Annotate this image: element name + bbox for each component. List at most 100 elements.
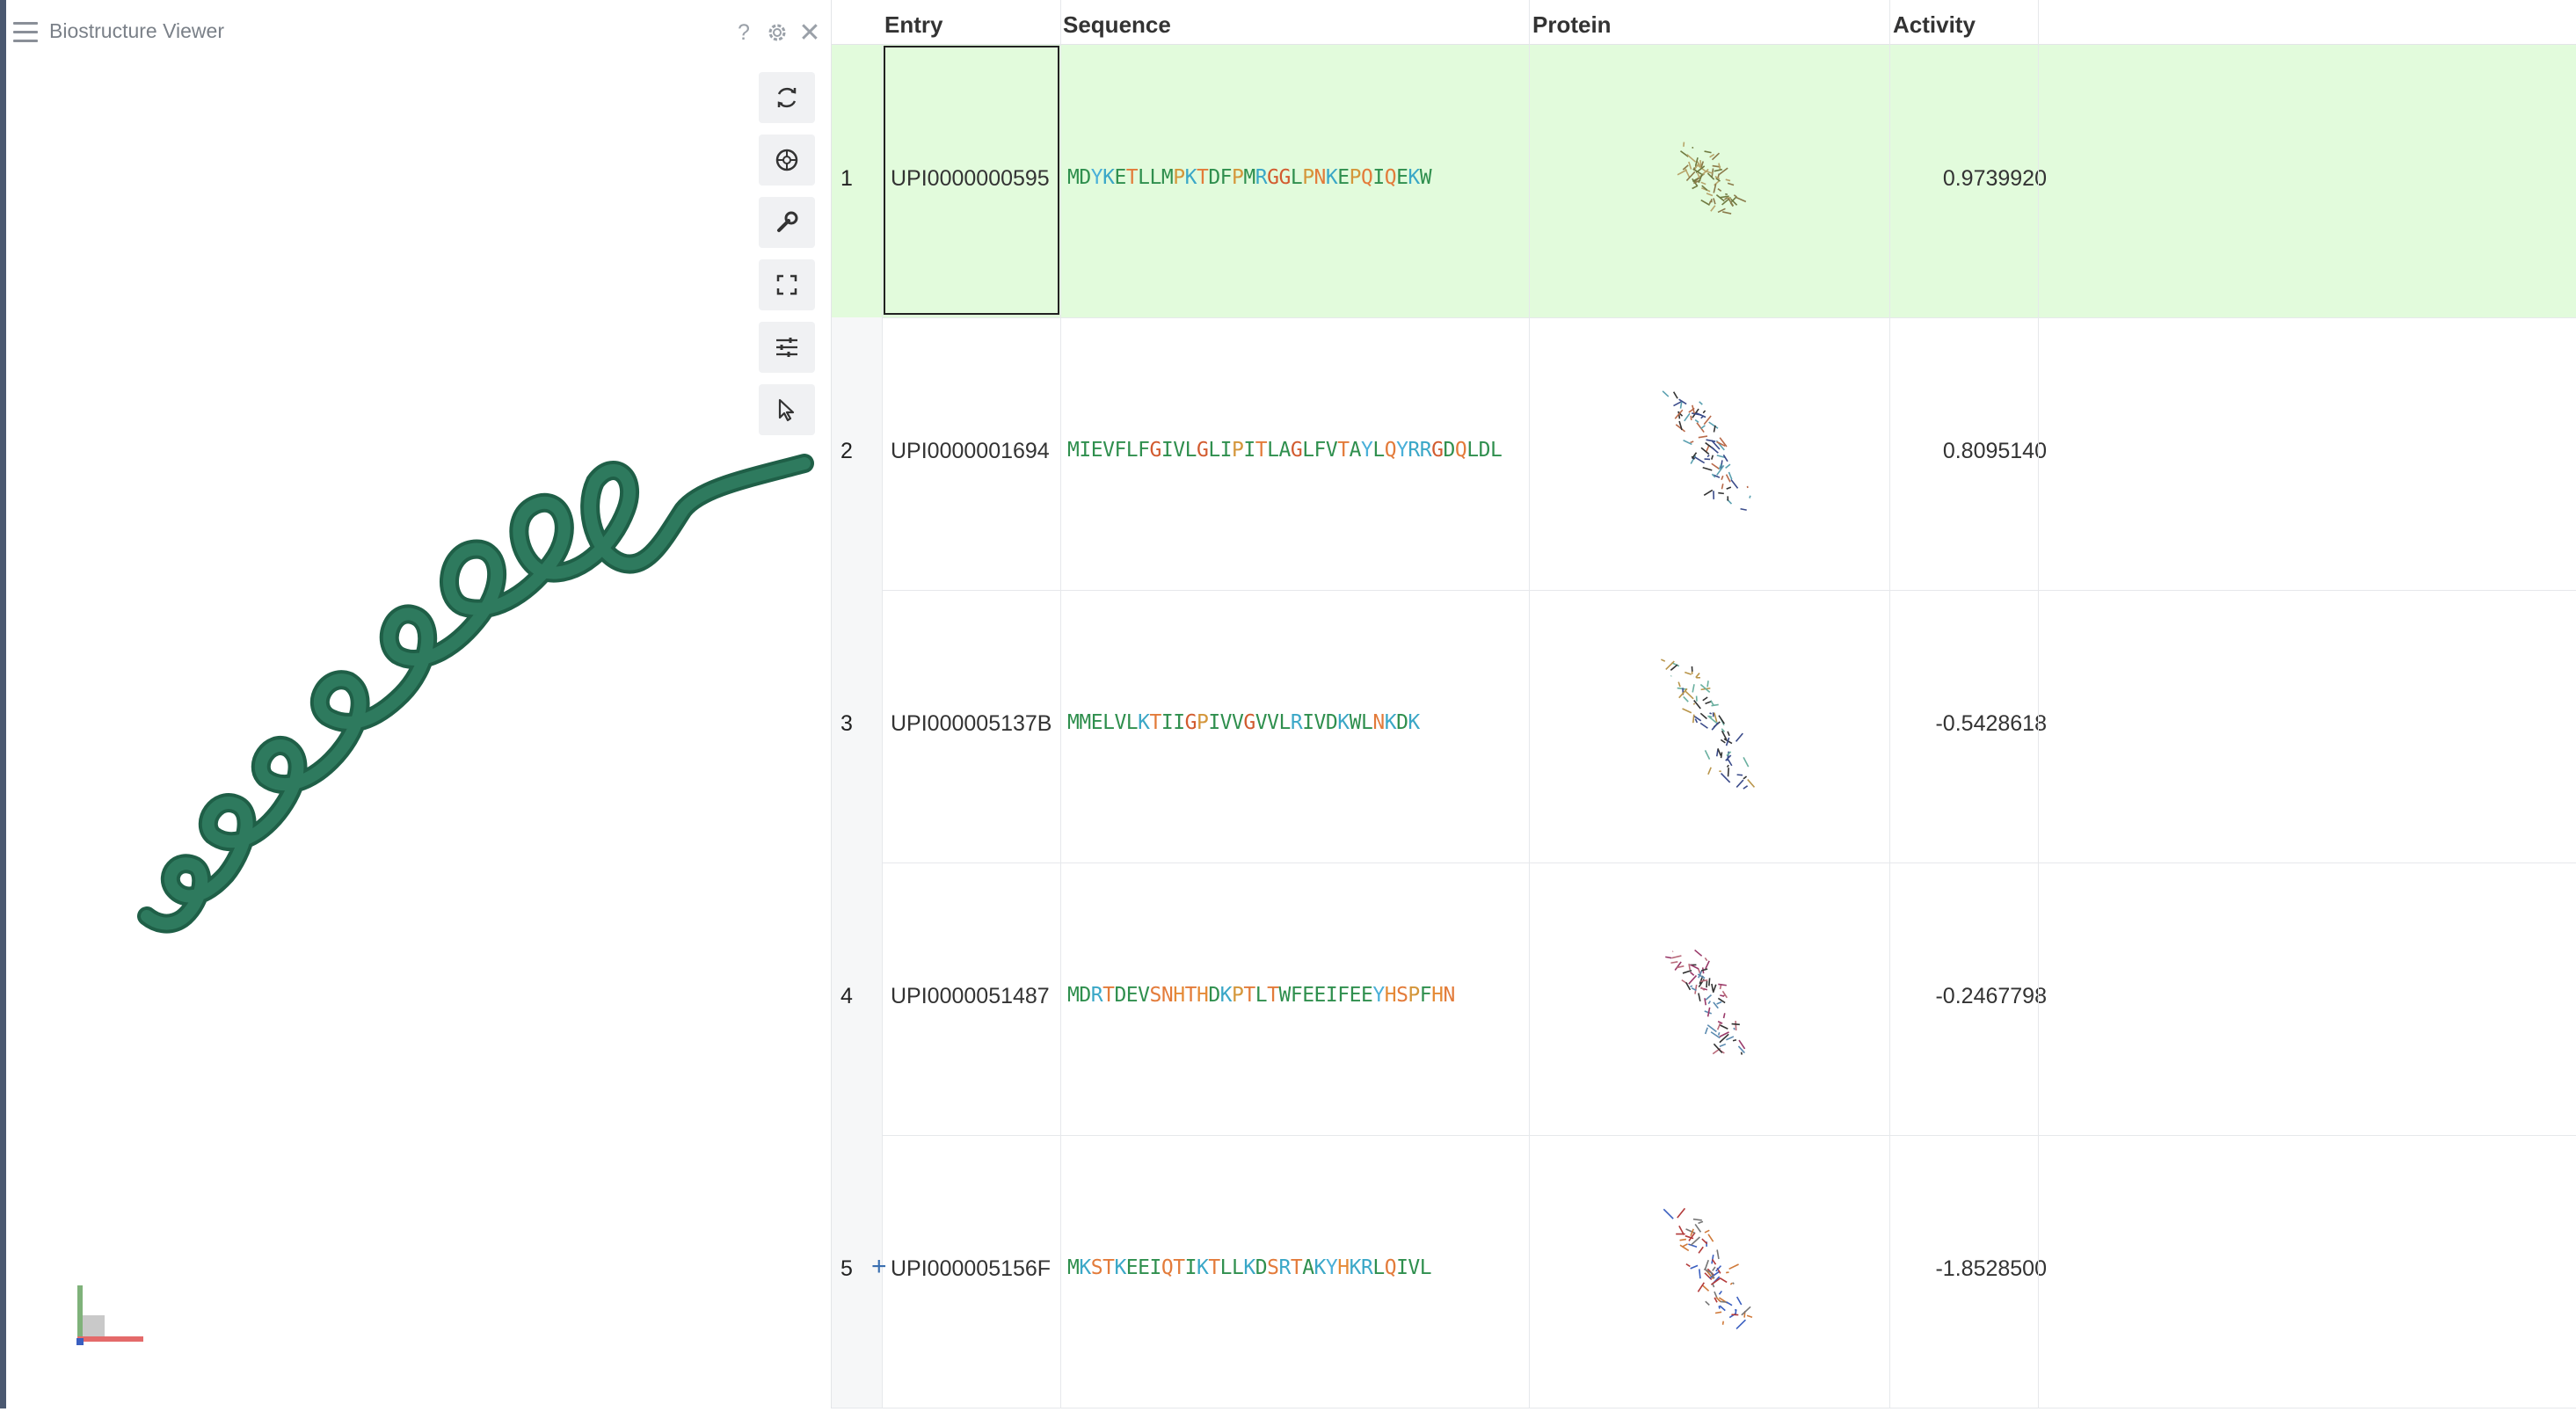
table-row[interactable]: 2 UPI0000001694 MIEVFLFGIVLGLIPITLAGLFVTAY… <box>832 317 2576 591</box>
molecule-bond <box>1723 1321 1724 1325</box>
molecule-bond <box>1685 169 1690 178</box>
sequence-cell[interactable]: MMELVLKTIIGPIVVGVVLRIVDKWLNKDK <box>1067 711 1420 734</box>
molecule-bond <box>1687 155 1696 163</box>
activity-cell[interactable]: -1.8528500 <box>1896 1256 2047 1282</box>
row-number: 3 <box>840 711 853 737</box>
molecule-bond <box>1695 950 1702 957</box>
molecule-bond <box>1675 962 1681 971</box>
molecule-bond <box>1693 715 1694 724</box>
protein-thumbnail[interactable] <box>1531 317 1891 590</box>
molecule-bond <box>1682 1244 1687 1247</box>
row-number: 2 <box>840 439 853 464</box>
molecule-bond <box>1721 1301 1727 1302</box>
molecule-bond <box>1707 681 1708 687</box>
sequence-cell[interactable]: MKSTKEEIQTIKTLLKDSRTAKYHKRLQIVL <box>1067 1256 1431 1279</box>
molecule-bond <box>1704 490 1713 495</box>
molecule-bond <box>1733 1040 1736 1041</box>
sequence-cell[interactable]: MDRTDEVSNHTHDKPTLTWFEEIFEEYHSPFHN <box>1067 984 1455 1007</box>
molecule-bond <box>1743 786 1748 789</box>
column-header-entry[interactable]: Entry <box>884 11 942 39</box>
molecule-bond <box>1719 1291 1721 1294</box>
table-row[interactable]: 3 UPI000005137B MMELVLKTIIGPIVVGVVLRIVDKWL… <box>832 590 2576 863</box>
entry-cell[interactable]: UPI000005156F <box>891 1256 1051 1282</box>
molecule-bond <box>1684 142 1685 147</box>
molecule-bond <box>1689 964 1690 970</box>
activity-cell[interactable]: -0.2467798 <box>1896 984 2047 1009</box>
molecule-bond <box>1728 760 1732 766</box>
molecule-bond <box>1713 1259 1716 1264</box>
molecule-bond <box>1720 1306 1725 1310</box>
column-header-protein[interactable]: Protein <box>1532 11 1612 39</box>
activity-cell[interactable]: -0.5428618 <box>1896 711 2047 737</box>
molecule-bond <box>1717 1001 1722 1004</box>
activity-cell[interactable]: 0.9739920 <box>1896 166 2047 192</box>
sequence-cell[interactable]: MDYKETLLMPKTDFPMRGGLPNKEPQIQEKW <box>1067 166 1431 189</box>
molecule-bond <box>1720 995 1724 996</box>
molecule-bond <box>1705 151 1712 153</box>
activity-cell[interactable]: 0.8095140 <box>1896 439 2047 464</box>
protein-thumbnail[interactable] <box>1531 590 1891 862</box>
molecule-bond <box>1718 1023 1721 1030</box>
entry-cell[interactable]: UPI0000051487 <box>891 984 1050 1009</box>
molecule-bond <box>1693 1219 1702 1220</box>
molecule-bond <box>1731 480 1738 489</box>
molecule-bond <box>1718 493 1724 494</box>
molecule-bond <box>1717 749 1718 756</box>
molecule-bond <box>1714 985 1716 993</box>
protein-thumbnail[interactable] <box>1531 862 1891 1135</box>
molecule-bond <box>1698 1283 1704 1292</box>
entry-cell[interactable]: UPI0000001694 <box>891 439 1050 464</box>
molecule-bond <box>1677 688 1687 690</box>
molecule-bond <box>1730 1283 1732 1285</box>
sequence-cell[interactable]: MIEVFLFGIVLGLIPITLAGLFVTAYLQYRRGDQLDL <box>1067 439 1502 462</box>
entry-cell[interactable]: UPI000005137B <box>891 711 1052 737</box>
molecule-bond <box>1727 487 1731 489</box>
molecule-bond <box>1726 179 1730 180</box>
protein-thumbnail[interactable] <box>1531 1135 1891 1408</box>
molecule-bond <box>1699 993 1700 1001</box>
molecule-bond <box>1712 463 1720 469</box>
molecule-bond <box>1670 665 1677 670</box>
row-header-cell[interactable] <box>832 317 883 590</box>
molecule-bond <box>1721 739 1725 743</box>
molecule-bond <box>1706 440 1716 441</box>
protein-ribbon-render[interactable] <box>6 0 831 1408</box>
molecule-bond <box>1670 962 1677 963</box>
column-divider <box>1060 0 1061 1408</box>
column-header-sequence[interactable]: Sequence <box>1063 11 1171 39</box>
molecule-bond <box>1707 455 1709 457</box>
molecule-bond <box>1712 455 1714 460</box>
molecule-bond <box>1736 780 1743 787</box>
molecule-bond <box>1709 978 1710 986</box>
molecule-bond <box>1699 1247 1703 1253</box>
molecule-bond <box>1712 704 1719 705</box>
molecule-bond <box>1685 691 1693 698</box>
add-row-plus-icon[interactable]: + <box>871 1252 887 1282</box>
molecule-bond <box>1706 446 1709 451</box>
molecule-bond <box>1701 416 1704 419</box>
protein-thumbnail[interactable] <box>1531 45 1891 317</box>
helix-shadow <box>147 463 804 924</box>
column-header-activity[interactable]: Activity <box>1893 11 1976 39</box>
molecule-bond <box>1695 719 1697 723</box>
molecule-bond <box>1700 713 1706 718</box>
molecule-bond <box>1689 976 1697 985</box>
molecule-bond <box>1703 468 1713 470</box>
molecule-bond <box>1680 151 1688 156</box>
molecule-bond <box>1695 457 1705 463</box>
row-header-cell[interactable] <box>832 590 883 862</box>
molecule-bond <box>1721 1278 1728 1283</box>
molecule-bond <box>1680 1240 1686 1241</box>
row-header-cell[interactable] <box>832 45 883 317</box>
molecule-bond <box>1663 391 1669 397</box>
row-header-cell[interactable] <box>832 862 883 1135</box>
molecule-bond <box>1699 1269 1700 1278</box>
molecule-bond <box>1710 713 1712 714</box>
molecule-bond <box>1696 673 1699 678</box>
entry-cell[interactable]: UPI0000000595 <box>891 166 1050 192</box>
molecule-bond <box>1683 709 1692 713</box>
molecule-bond <box>1712 984 1714 991</box>
